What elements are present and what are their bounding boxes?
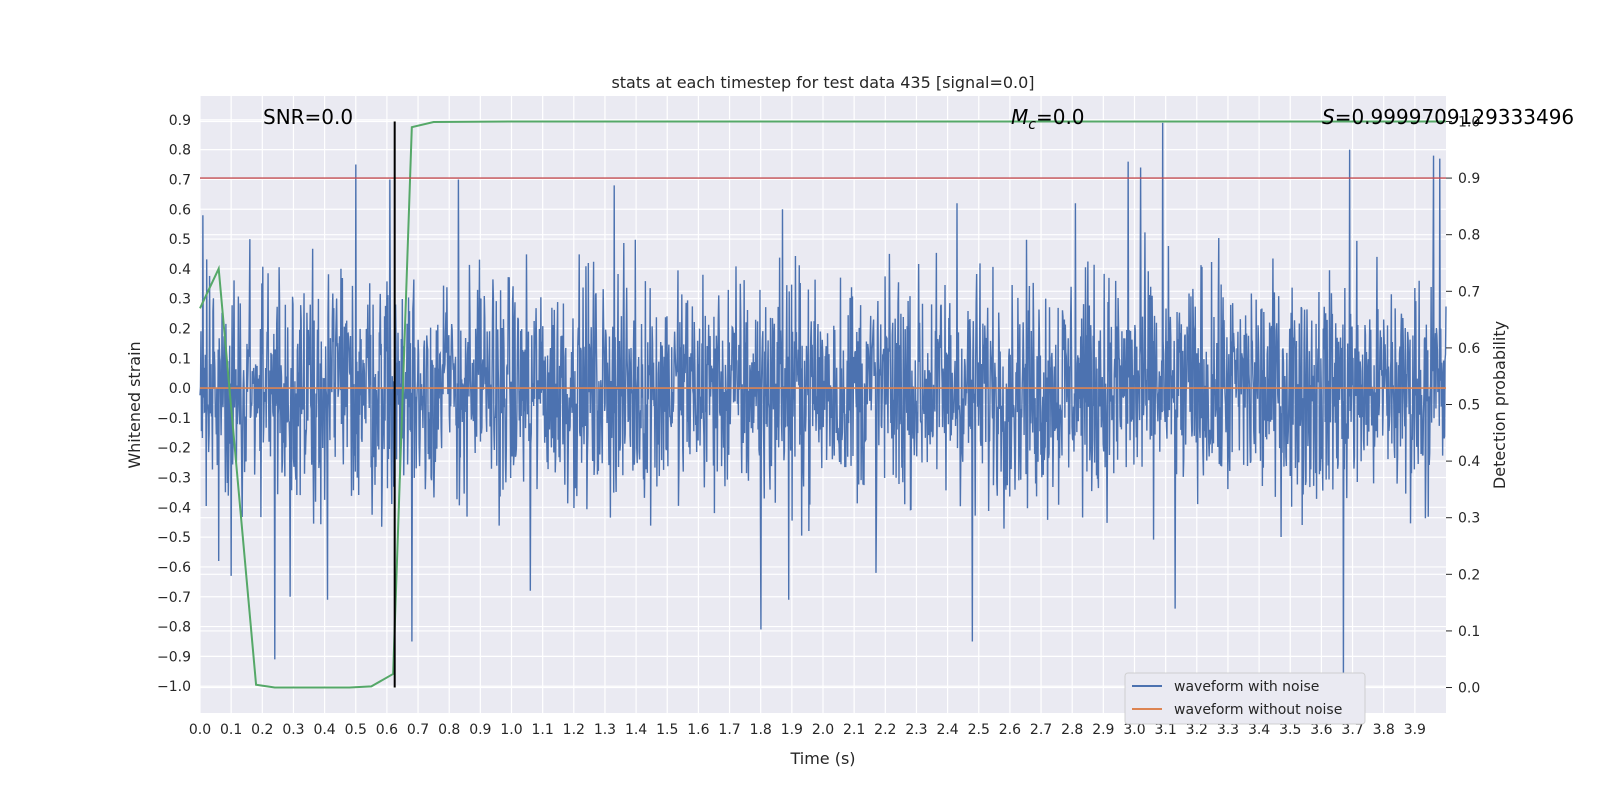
x-tick-label: 0.8: [438, 722, 460, 738]
x-tick-label: 0.3: [282, 722, 304, 738]
x-tick-label: 2.1: [843, 722, 865, 738]
y-tick-label: −0.8: [157, 620, 191, 636]
x-tick-label: 0.0: [189, 722, 211, 738]
x-tick-label: 1.3: [594, 722, 616, 738]
y-tick-label: 0.3: [169, 292, 191, 308]
noise-line: [199, 122, 1447, 684]
x-tick-label: 1.1: [532, 722, 554, 738]
snr-annotation: SNR=0.0: [263, 105, 353, 129]
y2-tick-label: 0.5: [1458, 398, 1480, 414]
probability-line: [199, 120, 1446, 689]
y-tick-label: −0.4: [157, 500, 191, 516]
x-tick-label: 2.8: [1061, 722, 1083, 738]
x-axis-ticks: 0.0 0.1 0.2 0.3 0.4 0.5 0.6 0.7 0.8 0.9 1.0 1.1 1.2 1…: [189, 722, 1426, 738]
x-tick-label: 2.0: [812, 722, 834, 738]
y-tick-label: −0.1: [157, 411, 191, 427]
y-tick-label: 0.7: [169, 172, 191, 188]
x-tick-label: 0.1: [220, 722, 242, 738]
y2-tick-label: 0.4: [1458, 454, 1480, 470]
x-tick-label: 0.6: [376, 722, 398, 738]
x-tick-label: 2.7: [1030, 722, 1052, 738]
y2-tick-label: 0.9: [1458, 171, 1480, 187]
x-tick-label: 3.9: [1404, 722, 1426, 738]
y2-tick-label: 0.3: [1458, 511, 1480, 527]
legend-label-clean: waveform without noise: [1174, 702, 1342, 718]
x-tick-label: 3.8: [1373, 722, 1395, 738]
y-tick-label: 0.8: [169, 143, 191, 159]
x-tick-label: 2.3: [905, 722, 927, 738]
x-tick-label: 0.7: [407, 722, 429, 738]
x-tick-label: 3.3: [1217, 722, 1239, 738]
y-axis-label: Whitened strain: [125, 341, 144, 468]
chirp-mass-annotation: Mc=0.0: [1011, 105, 1085, 133]
y-tick-label: −0.5: [157, 530, 191, 546]
x-tick-label: 1.0: [500, 722, 522, 738]
x-axis-label: Time (s): [789, 749, 855, 768]
y2-tick-label: 1.0: [1458, 114, 1480, 130]
y-tick-label: −0.9: [157, 649, 191, 665]
legend-box: [1124, 672, 1366, 725]
x-tick-label: 0.5: [345, 722, 367, 738]
y2-tick-label: 0.2: [1458, 567, 1480, 583]
y-tick-label: 0.6: [169, 202, 191, 218]
series-waveform-with-noise: [199, 122, 1447, 684]
x-tick-label: 0.9: [469, 722, 491, 738]
y2-axis-label: Detection probability: [1490, 321, 1509, 489]
x-tick-label: 3.7: [1341, 722, 1363, 738]
score-annotation: S=0.9999709129333496: [1322, 105, 1574, 129]
x-tick-label: 1.7: [718, 722, 740, 738]
x-tick-label: 2.9: [1092, 722, 1114, 738]
chart-title: stats at each timestep for test data 435…: [611, 73, 1034, 92]
chirp-mass-value: =0.0: [1036, 105, 1085, 129]
y-tick-label: −1.0: [157, 679, 191, 695]
y-tick-label: −0.7: [157, 590, 191, 606]
y2-tick-label: 0.8: [1458, 228, 1480, 244]
y-tick-label: 0.5: [169, 232, 191, 248]
x-tick-label: 2.5: [968, 722, 990, 738]
y-tick-label: −0.3: [157, 471, 191, 487]
x-tick-label: 1.2: [563, 722, 585, 738]
y-tick-label: 0.4: [169, 262, 191, 278]
legend: waveform with noise waveform without noi…: [1124, 672, 1366, 725]
x-tick-label: 1.9: [781, 722, 803, 738]
score-symbol: S: [1322, 105, 1335, 129]
chirp-mass-subscript: c: [1028, 117, 1036, 133]
y-tick-label: 0.9: [169, 113, 191, 129]
x-tick-label: 1.4: [625, 722, 647, 738]
x-tick-label: 3.4: [1248, 722, 1270, 738]
y-axis-ticks: 0.9 0.8 0.7 0.6 0.5 0.4 0.3 0.2 0.1 0.0 −0.1 −0.2 −0…: [157, 113, 191, 695]
x-tick-label: 3.0: [1123, 722, 1145, 738]
chirp-mass-symbol: M: [1011, 105, 1028, 129]
legend-label-noise: waveform with noise: [1174, 679, 1319, 695]
x-tick-label: 1.5: [656, 722, 678, 738]
x-tick-label: 3.5: [1279, 722, 1301, 738]
x-tick-label: 0.4: [313, 722, 335, 738]
x-tick-label: 3.2: [1186, 722, 1208, 738]
y2-tick-label: 0.6: [1458, 341, 1480, 357]
series-detection-probability: [199, 120, 1446, 689]
x-tick-label: 2.4: [936, 722, 958, 738]
y-tick-label: −0.2: [157, 441, 191, 457]
x-tick-label: 3.6: [1310, 722, 1332, 738]
x-tick-label: 2.6: [999, 722, 1021, 738]
score-value: =0.9999709129333496: [1335, 105, 1574, 129]
x-tick-label: 1.6: [687, 722, 709, 738]
y-tick-label: 0.1: [169, 351, 191, 367]
y2-tick-label: 0.0: [1458, 681, 1480, 697]
x-tick-label: 3.1: [1155, 722, 1177, 738]
y2-tick-label: 0.1: [1458, 624, 1480, 640]
x-tick-label: 0.2: [251, 722, 273, 738]
x-tick-label: 2.2: [874, 722, 896, 738]
x-tick-label: 1.8: [750, 722, 772, 738]
y-tick-label: 0.0: [169, 381, 191, 397]
y2-tick-label: 0.7: [1458, 284, 1480, 300]
y-tick-label: −0.6: [157, 560, 191, 576]
y2-axis-ticks: 1.0 0.9 0.8 0.7 0.6 0.5 0.4 0.3 0.2 0.1 0.0: [1446, 114, 1480, 697]
y-tick-label: 0.2: [169, 321, 191, 337]
